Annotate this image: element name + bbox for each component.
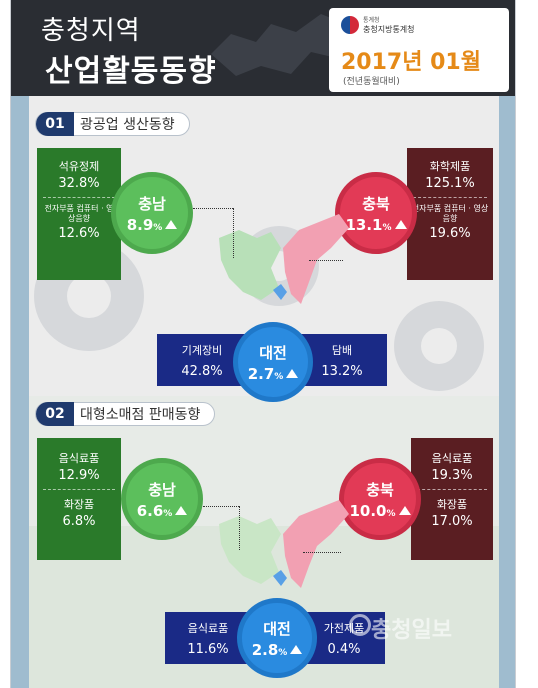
up-arrow-icon — [398, 505, 411, 515]
header-banner: 충청지역 산업활동동향 통계청 충청지방통계청 2017년 01월 (전년동월대… — [11, 0, 515, 96]
s1-chungbuk-panel: 화학제품 125.1% 전자부품 컴퓨터 · 영상음향 19.6% — [407, 148, 493, 280]
date-panel: 통계청 충청지방통계청 2017년 01월 (전년동월대비) — [329, 8, 509, 92]
s2-chungbuk-item2-value: 17.0% — [431, 514, 473, 529]
period-basis: (전년동월대비) — [343, 77, 400, 87]
s1-chungbuk-rate: 13.1% — [345, 216, 407, 234]
leader-line — [309, 260, 343, 261]
s1-daejeon-item1-value: 42.8% — [181, 364, 223, 379]
map-silhouette-icon — [211, 14, 366, 76]
s2-chungbuk-item1-value: 19.3% — [431, 468, 473, 483]
s1-daejeon-name: 대전 — [259, 343, 287, 362]
up-arrow-icon — [394, 219, 407, 229]
watermark-text: 충청일보 — [371, 618, 452, 643]
s2-chungnam-item2-label: 화장품 — [63, 498, 95, 511]
s2-chungbuk-item2-label: 화장품 — [436, 498, 468, 511]
section1-title: 광공업 생산동향 — [80, 117, 175, 133]
watermark-logo-icon — [349, 614, 371, 636]
s2-daejeon-gear: 대전 2.8% — [237, 598, 317, 678]
s2-chungnam-item1-label: 음식료품 — [58, 452, 100, 465]
divider — [417, 489, 487, 490]
title-line2: 산업활동동향 — [45, 54, 217, 89]
s1-daejeon-item2-value: 13.2% — [321, 364, 363, 379]
content-area: 01 광공업 생산동향 석유정제 32.8% 전자부품 컴퓨터 · 영상음향 1… — [29, 96, 499, 688]
title-line1: 충청지역 — [41, 16, 141, 46]
s2-chungnam-gear: 충남 6.6% — [121, 458, 203, 540]
up-arrow-icon — [286, 368, 299, 378]
up-arrow-icon — [290, 644, 303, 654]
section2-title: 대형소매점 판매동향 — [80, 407, 201, 423]
s1-chungnam-panel: 석유정제 32.8% 전자부품 컴퓨터 · 영상음향 12.6% — [37, 148, 121, 280]
leader-line — [239, 506, 240, 550]
s1-region-map-icon — [219, 214, 349, 304]
agency-name: 충청지방통계청 — [363, 25, 415, 34]
divider — [43, 489, 115, 490]
s1-chungbuk-item2-label: 전자부품 컴퓨터 · 영상음향 — [411, 204, 489, 223]
s1-chungnam-rate: 8.9% — [127, 216, 178, 234]
s1-daejeon-rate: 2.7% — [248, 365, 299, 383]
leader-line — [303, 552, 341, 553]
section2-header: 02 대형소매점 판매동향 — [35, 402, 216, 426]
s2-chungnam-item2-value: 6.8% — [62, 514, 96, 529]
s2-daejeon-rate: 2.8% — [252, 641, 303, 659]
s1-daejeon-item2-label: 담배 — [331, 344, 353, 357]
s1-chungnam-gear: 충남 8.9% — [111, 172, 193, 254]
s2-daejeon-item1-label: 음식료품 — [187, 622, 229, 635]
s2-chungnam-panel: 음식료품 12.9% 화장품 6.8% — [37, 438, 121, 560]
s1-daejeon-gear: 대전 2.7% — [233, 322, 313, 402]
s1-chungnam-item2-label: 전자부품 컴퓨터 · 영상음향 — [44, 204, 114, 223]
leader-line — [203, 506, 239, 507]
s2-daejeon-item1-value: 11.6% — [187, 642, 229, 657]
s1-chungnam-name: 충남 — [138, 194, 166, 213]
s1-chungnam-item1-value: 32.8% — [58, 176, 100, 191]
up-arrow-icon — [175, 505, 188, 515]
s2-region-map-icon — [219, 500, 349, 588]
s1-chungnam-item2-value: 12.6% — [58, 226, 100, 241]
agency-parent: 통계청 — [363, 17, 380, 24]
leader-line — [193, 208, 233, 209]
section1-header: 01 광공업 생산동향 — [35, 112, 190, 136]
s2-chungbuk-gear: 충북 10.0% — [339, 458, 421, 540]
section1-number: 01 — [36, 112, 74, 136]
s1-daejeon-item1-label: 기계장비 — [181, 344, 223, 357]
divider — [43, 197, 115, 198]
period-title: 2017년 01월 — [341, 50, 481, 75]
s1-chungbuk-item2-value: 19.6% — [429, 226, 471, 241]
leader-line — [233, 208, 234, 258]
s2-chungnam-name: 충남 — [148, 480, 176, 499]
s1-chungbuk-gear: 충북 13.1% — [335, 172, 417, 254]
s2-chungbuk-rate: 10.0% — [349, 502, 411, 520]
s2-daejeon-name: 대전 — [263, 619, 291, 638]
s1-chungbuk-item1-label: 화학제품 — [429, 160, 471, 173]
s2-chungbuk-panel: 음식료품 19.3% 화장품 17.0% — [411, 438, 493, 560]
government-emblem-icon — [341, 16, 359, 34]
s2-chungbuk-item1-label: 음식료품 — [431, 452, 473, 465]
s1-chungnam-item1-label: 석유정제 — [58, 160, 100, 173]
s2-daejeon-item2-value: 0.4% — [327, 642, 361, 657]
s2-chungnam-item1-value: 12.9% — [58, 468, 100, 483]
up-arrow-icon — [165, 219, 178, 229]
section2-number: 02 — [36, 402, 74, 426]
s2-chungnam-rate: 6.6% — [137, 502, 188, 520]
infographic-page: 충청지역 산업활동동향 통계청 충청지방통계청 2017년 01월 (전년동월대… — [10, 0, 516, 688]
s1-chungbuk-item1-value: 125.1% — [425, 176, 475, 191]
s1-chungbuk-name: 충북 — [362, 194, 390, 213]
divider — [413, 197, 487, 198]
s2-chungbuk-name: 충북 — [366, 480, 394, 499]
